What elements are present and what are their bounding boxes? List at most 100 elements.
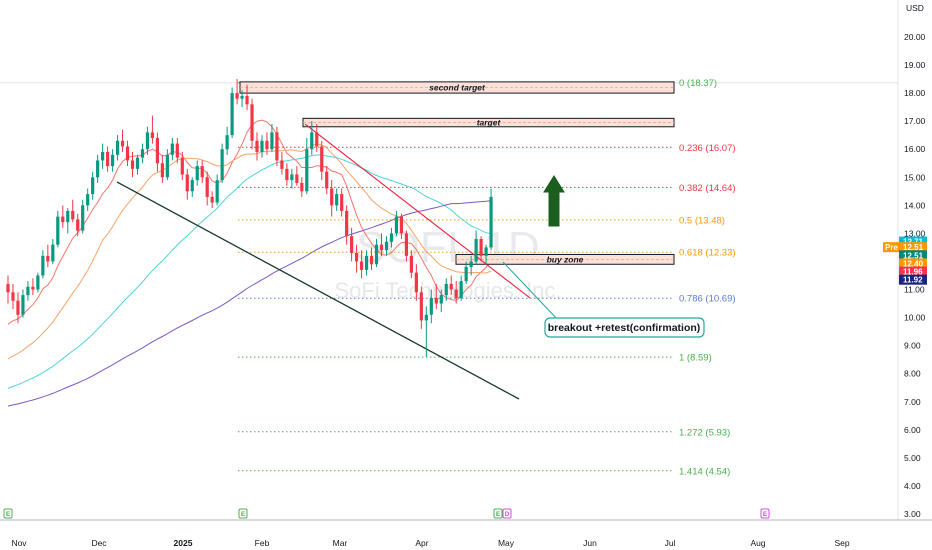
y-tick-label: 15.00: [904, 172, 926, 182]
candle-body: [439, 295, 443, 304]
price-tag-label: 12.40: [903, 259, 924, 268]
candle-body: [384, 241, 389, 251]
candle-body: [379, 244, 384, 251]
price-axis[interactable]: USD 20.00 19.00 18.00 17.00 16.00 15.00 14.00 1…: [883, 0, 932, 524]
candle-body: [250, 104, 254, 141]
x-tick-label: Nov: [11, 538, 27, 548]
event-marker-label: E: [763, 511, 768, 518]
event-marker-icon[interactable]: [502, 508, 512, 519]
event-marker-icon[interactable]: [760, 508, 770, 519]
candle-body: [459, 281, 463, 298]
event-marker-icon[interactable]: [3, 508, 13, 519]
time-axis[interactable]: Nov Dec 2025 Feb Mar Apr May Jun Jul Aug Sep: [0, 519, 932, 550]
price-tag: [899, 258, 927, 269]
fib-level-label: 0.236 (16.07): [679, 143, 736, 154]
y-tick-label: 5.00: [904, 453, 921, 463]
y-tick-label: 17.00: [904, 116, 926, 126]
y-tick-label: 9.00: [904, 341, 921, 351]
candle-body: [305, 149, 309, 192]
zone-label: target: [477, 118, 502, 128]
candle-body: [315, 132, 319, 147]
event-marker-icon[interactable]: [238, 508, 248, 519]
price-tag: [899, 274, 927, 285]
candle-body: [120, 140, 125, 147]
candle-body: [200, 166, 204, 178]
candle-body: [270, 132, 274, 150]
candle-body: [81, 205, 85, 231]
symbol-watermark: SOFI, 1D SoFi Technologies, Inc.: [334, 223, 561, 303]
candle-body: [240, 95, 244, 99]
candle-body: [419, 292, 423, 321]
event-marker-label: E: [6, 511, 11, 518]
candle-body: [96, 160, 100, 178]
y-tick-label: 10.00: [904, 313, 926, 323]
candle-body: [330, 188, 334, 206]
candle-body: [41, 255, 45, 276]
candle-body: [364, 255, 369, 270]
fib-level-label: 0 (18.37): [679, 78, 717, 89]
y-tick-label: 20.00: [904, 32, 926, 42]
x-tick-label: Mar: [333, 538, 348, 548]
y-tick-label: 11.00: [904, 285, 925, 295]
candle-body: [245, 95, 249, 105]
candle-body: [265, 140, 269, 150]
target-zones: second target target buy zone: [239, 81, 675, 265]
candle-body: [230, 93, 234, 136]
premarket-label: Pre: [885, 243, 898, 252]
annotation-text: breakout +retest(confirmation): [548, 322, 701, 334]
price-tag: [899, 236, 927, 247]
fib-level-label: 1 (8.59): [679, 353, 712, 364]
candle-body: [355, 253, 359, 262]
y-tick-label: 4.00: [904, 481, 921, 491]
candle-body: [429, 297, 433, 315]
candle-body: [190, 180, 194, 192]
candle-body: [484, 247, 488, 256]
candle-body: [285, 168, 289, 181]
candle-body: [86, 194, 90, 206]
candle-body: [469, 261, 473, 268]
candle-body: [389, 233, 394, 242]
bullish-arrow-icon: [543, 175, 565, 227]
candle-body: [140, 149, 145, 158]
breakout-annotation: breakout +retest(confirmation): [502, 261, 705, 338]
candle-body: [16, 300, 20, 315]
x-tick-label: Sep: [834, 538, 849, 548]
y-tick-label: 14.00: [904, 200, 926, 210]
candle-body: [155, 137, 159, 164]
ma-medium-line: [7, 143, 492, 360]
candle-body: [175, 143, 179, 158]
event-marker-icon[interactable]: [493, 508, 503, 519]
candle-body: [404, 233, 408, 256]
candle-body: [160, 163, 164, 178]
watermark-name: SoFi Technologies, Inc.: [334, 278, 561, 303]
candle-body: [215, 180, 219, 203]
currency-label: USD: [906, 3, 924, 13]
y-tick-label: 18.00: [904, 88, 926, 98]
resistance-trendline: [304, 123, 531, 299]
candle-body: [454, 289, 458, 298]
candle-body: [474, 239, 478, 262]
y-tick-label: 16.00: [904, 144, 926, 154]
y-tick-label: 13.00: [904, 228, 926, 238]
candle-body: [145, 132, 150, 150]
y-tick-label: 6.00: [904, 425, 921, 435]
candle-body: [26, 286, 30, 296]
candle-body: [255, 140, 259, 153]
candle-body: [464, 267, 468, 282]
event-marker-label: E: [496, 511, 501, 518]
y-tick-label: 3.00: [904, 509, 921, 519]
price-tag-label: 11.96: [903, 268, 923, 277]
candle-body: [195, 166, 199, 181]
candle-body: [280, 160, 284, 169]
fib-level-label: 1.414 (4.54): [679, 466, 730, 477]
candle-body: [374, 244, 379, 265]
candle-body: [61, 216, 65, 223]
candle-body: [424, 314, 428, 321]
candle-body: [479, 239, 483, 256]
candle-body: [335, 194, 339, 206]
fib-level-label: 1.272 (5.93): [679, 427, 730, 438]
candle-body: [359, 261, 364, 270]
fib-level-label: 0.786 (10.69): [679, 294, 736, 305]
